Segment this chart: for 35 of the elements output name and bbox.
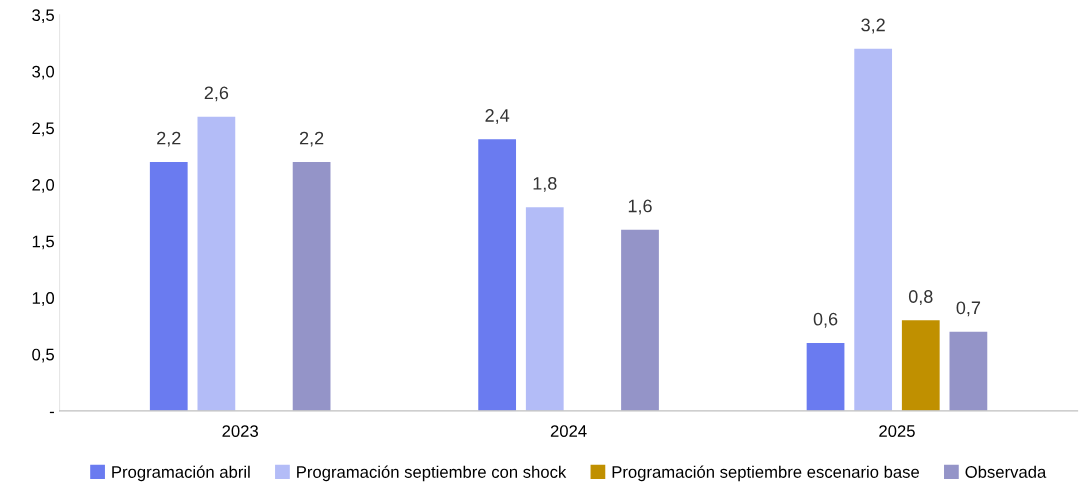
y-tick-label: 1,5 bbox=[32, 235, 55, 250]
data-label: 2,2 bbox=[299, 131, 324, 147]
x-tick-label: 2023 bbox=[222, 425, 258, 437]
legend-label: Programación septiembre con shock bbox=[297, 465, 567, 482]
data-label: 2,4 bbox=[485, 109, 510, 124]
bar bbox=[854, 48, 893, 411]
bar bbox=[806, 342, 845, 411]
data-label: 1,8 bbox=[533, 176, 557, 192]
bar bbox=[197, 116, 236, 411]
y-tick-label: 2,0 bbox=[32, 178, 55, 193]
legend-label: Programación septiembre escenario base bbox=[612, 465, 920, 482]
data-label: 1,6 bbox=[628, 199, 652, 215]
y-tick-label: 3,0 bbox=[32, 65, 55, 80]
data-label: 0,6 bbox=[813, 312, 838, 328]
bar bbox=[949, 331, 988, 411]
y-tick-label: 2,5 bbox=[32, 122, 55, 137]
bar bbox=[292, 161, 331, 411]
bar bbox=[478, 139, 517, 411]
bar bbox=[901, 320, 940, 411]
data-label: 3,2 bbox=[861, 18, 885, 34]
data-label: 2,2 bbox=[157, 131, 181, 147]
x-tick-label: 2024 bbox=[550, 425, 587, 437]
legend-label: Observada bbox=[965, 465, 1047, 478]
data-label: 2,6 bbox=[204, 86, 229, 102]
legend-label: Programación abril bbox=[112, 465, 250, 482]
data-label: 0,7 bbox=[956, 301, 981, 317]
x-tick-label: 2025 bbox=[879, 425, 915, 437]
y-tick-label: 1,0 bbox=[32, 292, 55, 306]
bar bbox=[621, 229, 659, 411]
y-tick-label: 0,5 bbox=[32, 348, 55, 363]
y-tick-label: 3,5 bbox=[32, 9, 55, 24]
bar bbox=[525, 207, 564, 411]
data-label: 0,8 bbox=[908, 290, 933, 306]
y-tick-label: - bbox=[49, 411, 54, 414]
bar bbox=[149, 161, 188, 411]
